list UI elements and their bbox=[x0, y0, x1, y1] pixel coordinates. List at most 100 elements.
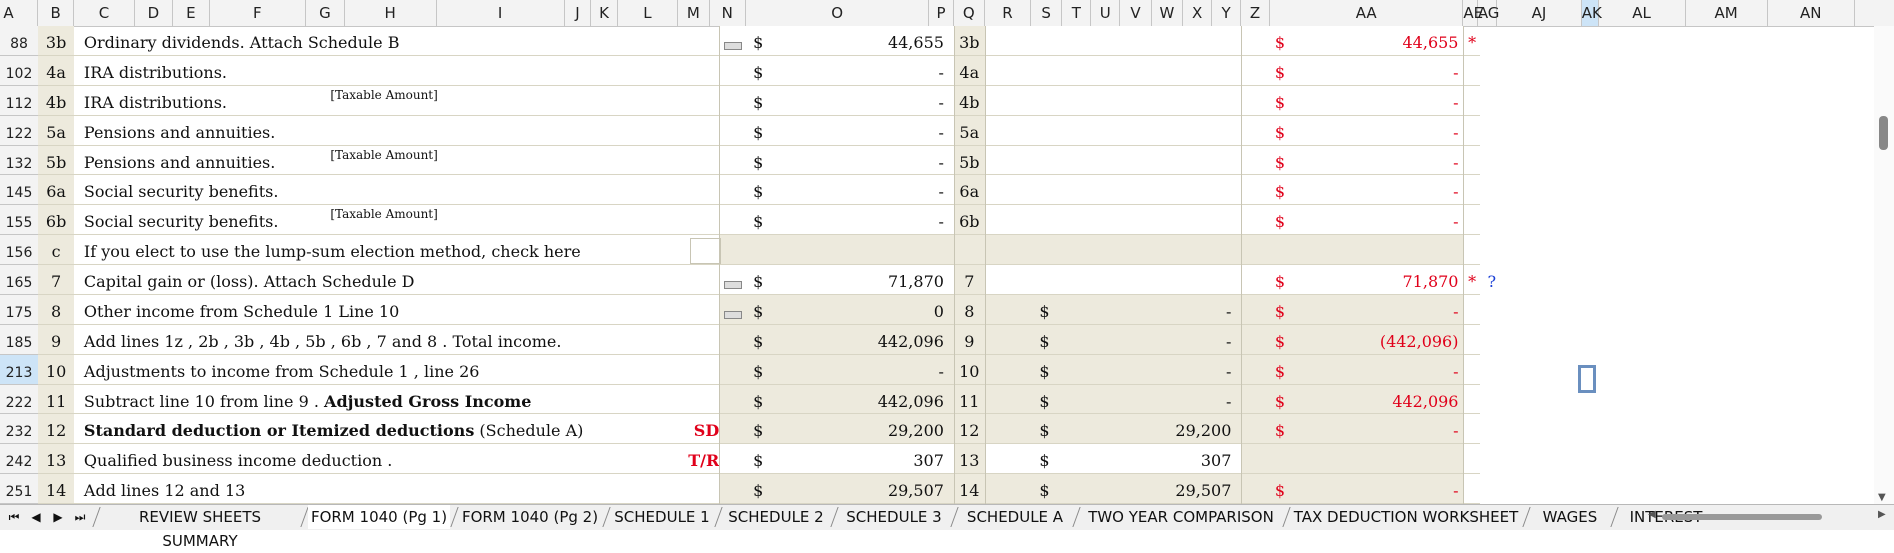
dollar-sign-cell[interactable]: $ bbox=[753, 272, 764, 291]
line-ref-cell[interactable]: 14 bbox=[959, 481, 980, 501]
sheet-tab[interactable]: REVIEW SHEETS SUMMARY bbox=[138, 508, 262, 550]
amount-cell[interactable]: 0 bbox=[933, 301, 944, 321]
column-header[interactable]: H bbox=[345, 0, 437, 26]
description-cell[interactable]: IRA distributions. bbox=[84, 88, 227, 118]
deduction-type-marker[interactable]: T/R bbox=[688, 451, 720, 471]
dollar-sign-cell[interactable]: $ bbox=[1274, 361, 1286, 381]
column-header[interactable]: AK bbox=[1581, 0, 1602, 26]
column-header[interactable]: AM bbox=[1686, 0, 1768, 26]
line-ref-cell[interactable]: 13 bbox=[959, 451, 980, 471]
amount-cell[interactable]: 307 bbox=[1200, 451, 1232, 471]
column-header[interactable]: M bbox=[678, 0, 710, 26]
dollar-sign-cell[interactable]: $ bbox=[753, 421, 764, 441]
column-header[interactable]: N bbox=[710, 0, 746, 26]
column-header[interactable]: E bbox=[173, 0, 210, 26]
description-cell[interactable]: Ordinary dividends. Attach Schedule B bbox=[84, 28, 400, 58]
amount-cell[interactable]: 29,200 bbox=[887, 421, 944, 441]
dollar-sign-cell[interactable]: $ bbox=[753, 331, 764, 351]
flag-marker[interactable]: * bbox=[1468, 33, 1477, 52]
amount-cell[interactable]: - bbox=[938, 361, 944, 381]
amount-cell[interactable]: - bbox=[1225, 331, 1232, 351]
row-header[interactable]: 232 bbox=[0, 414, 38, 445]
difference-amount-cell[interactable]: - bbox=[1453, 481, 1459, 501]
column-header[interactable]: X bbox=[1183, 0, 1213, 26]
column-header[interactable]: AJ bbox=[1497, 0, 1582, 26]
dollar-sign-cell[interactable]: $ bbox=[1274, 272, 1286, 291]
dollar-sign-cell[interactable]: $ bbox=[1039, 301, 1050, 321]
column-header[interactable]: G bbox=[306, 0, 345, 26]
dollar-sign-cell[interactable]: $ bbox=[1274, 481, 1286, 501]
row-header[interactable]: 122 bbox=[0, 116, 38, 146]
dollar-sign-cell[interactable]: $ bbox=[1039, 331, 1050, 351]
line-number-cell[interactable]: 13 bbox=[45, 451, 67, 471]
column-header[interactable]: B bbox=[38, 0, 75, 26]
difference-amount-cell[interactable]: - bbox=[1453, 92, 1459, 112]
column-header[interactable]: S bbox=[1031, 0, 1063, 26]
amount-cell[interactable]: 442,096 bbox=[877, 331, 944, 351]
line-ref-cell[interactable]: 7 bbox=[964, 272, 975, 291]
column-header[interactable]: C bbox=[74, 0, 135, 26]
description-cell[interactable]: Subtract line 10 from line 9 . Adjusted … bbox=[84, 387, 532, 417]
line-number-cell[interactable]: 6b bbox=[45, 212, 67, 232]
line-ref-cell[interactable]: 4b bbox=[959, 92, 980, 112]
column-header[interactable]: U bbox=[1091, 0, 1121, 26]
dollar-sign-cell[interactable]: $ bbox=[1274, 301, 1286, 321]
column-header[interactable]: I bbox=[437, 0, 565, 26]
column-header[interactable]: A bbox=[0, 0, 38, 26]
row-header[interactable]: 145 bbox=[0, 175, 38, 206]
amount-cell[interactable] bbox=[1039, 267, 1231, 297]
column-header[interactable]: K bbox=[591, 0, 618, 26]
lump-sum-checkbox[interactable] bbox=[690, 238, 722, 264]
spreadsheet-grid[interactable]: 3b Ordinary dividends. Attach Schedule B $… bbox=[38, 26, 1874, 504]
column-header[interactable]: W bbox=[1152, 0, 1184, 26]
dollar-sign-cell[interactable]: $ bbox=[1039, 481, 1050, 501]
dollar-sign-cell[interactable]: $ bbox=[753, 361, 764, 381]
row-header[interactable]: 156 bbox=[0, 235, 38, 265]
line-number-cell[interactable]: 5a bbox=[46, 122, 66, 142]
difference-amount-cell[interactable]: - bbox=[1453, 62, 1459, 82]
column-header[interactable]: Q bbox=[954, 0, 985, 26]
dollar-sign-cell[interactable]: $ bbox=[753, 212, 764, 232]
dollar-sign-cell[interactable]: $ bbox=[753, 122, 764, 142]
column-header-bar[interactable]: A B C D E F G H I J K L M N O P Q R S T U V W X Y Z AA AE AG AJ AK AL AM… bbox=[0, 0, 1894, 27]
amount-cell[interactable]: - bbox=[938, 182, 944, 202]
horizontal-scroll-thumb[interactable] bbox=[1662, 514, 1822, 520]
amount-cell[interactable]: - bbox=[938, 92, 944, 112]
line-number-cell[interactable]: 11 bbox=[45, 391, 67, 411]
dropdown-button-icon[interactable] bbox=[724, 310, 743, 319]
column-header[interactable]: Y bbox=[1212, 0, 1242, 26]
next-sheet-icon[interactable]: ▶ bbox=[53, 510, 63, 524]
column-header[interactable]: AA bbox=[1270, 0, 1464, 26]
dollar-sign-cell[interactable]: $ bbox=[1039, 391, 1050, 411]
line-ref-cell[interactable]: 8 bbox=[964, 301, 975, 321]
amount-cell[interactable]: 442,096 bbox=[877, 391, 944, 411]
description-cell[interactable]: If you elect to use the lump-sum electio… bbox=[84, 237, 581, 267]
sheet-tab[interactable]: SCHEDULE 3 bbox=[846, 508, 942, 526]
column-header[interactable]: AG bbox=[1478, 0, 1499, 26]
column-header[interactable]: D bbox=[135, 0, 174, 26]
difference-amount-cell[interactable] bbox=[1275, 237, 1459, 267]
dollar-sign-cell[interactable]: $ bbox=[753, 152, 764, 172]
description-cell[interactable]: Social security benefits. bbox=[84, 207, 279, 237]
first-sheet-icon[interactable]: ⏮ bbox=[8, 510, 20, 524]
dollar-sign-cell[interactable]: $ bbox=[1274, 92, 1286, 112]
row-header[interactable]: 165 bbox=[0, 265, 38, 295]
sheet-tab[interactable]: SCHEDULE A bbox=[966, 508, 1064, 526]
dollar-sign-cell[interactable]: $ bbox=[1039, 421, 1050, 441]
row-header[interactable]: 222 bbox=[0, 385, 38, 415]
column-header[interactable]: L bbox=[618, 0, 679, 26]
description-cell[interactable]: Add lines 1z , 2b , 3b , 4b , 5b , 6b , … bbox=[84, 327, 562, 357]
description-cell[interactable]: Social security benefits. bbox=[84, 177, 279, 207]
dollar-sign-cell[interactable]: $ bbox=[1039, 361, 1050, 381]
row-header[interactable]: 132 bbox=[0, 146, 38, 176]
column-header[interactable]: V bbox=[1120, 0, 1152, 26]
dollar-sign-cell[interactable]: $ bbox=[1274, 122, 1286, 142]
dropdown-button-icon[interactable] bbox=[724, 42, 743, 50]
difference-amount-cell[interactable]: 44,655 bbox=[1402, 33, 1459, 52]
difference-amount-cell[interactable]: - bbox=[1453, 361, 1459, 381]
row-header[interactable]: 88 bbox=[0, 26, 38, 56]
difference-amount-cell[interactable] bbox=[1275, 446, 1459, 476]
column-header[interactable]: F bbox=[210, 0, 307, 26]
column-header[interactable]: J bbox=[565, 0, 592, 26]
column-header[interactable]: R bbox=[985, 0, 1031, 26]
